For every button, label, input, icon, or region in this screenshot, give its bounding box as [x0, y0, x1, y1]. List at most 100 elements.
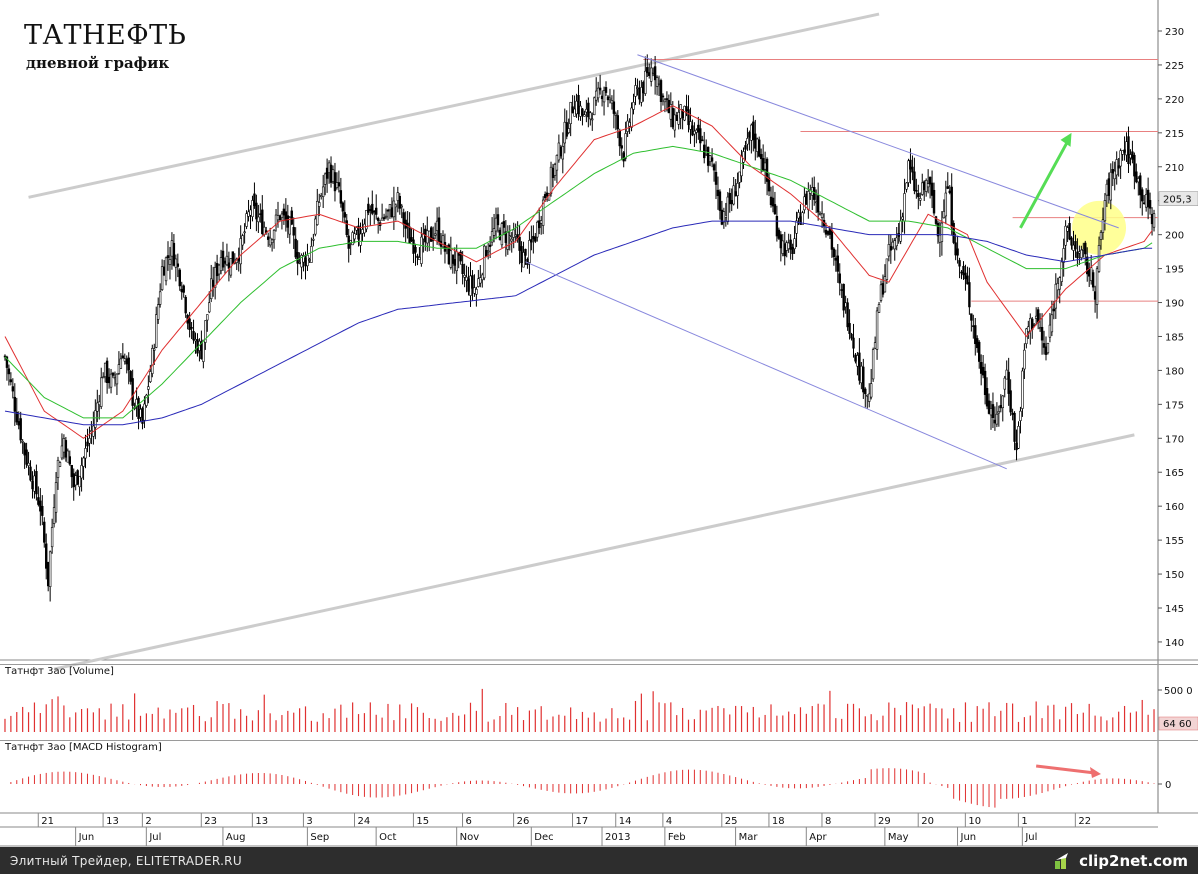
candle-body: [583, 114, 586, 117]
candle-body: [280, 213, 284, 218]
candle-body: [907, 160, 910, 183]
candle-body: [905, 182, 908, 190]
candle-body: [946, 186, 949, 189]
candle-body: [695, 129, 698, 133]
volume-last-box: [1158, 716, 1198, 731]
y-tick-label: 225: [1165, 61, 1184, 72]
candle-body: [400, 205, 403, 208]
candle-body: [779, 234, 783, 249]
candle-body: [901, 216, 904, 220]
macd-pane: Татнфт 3ао [MACD Histogram]: [0, 740, 1198, 814]
candle-body: [35, 471, 38, 495]
volume-pane: Татнфт 3ао [Volume]: [0, 664, 1198, 741]
candle-body: [754, 133, 757, 149]
candle-body: [744, 145, 747, 150]
candle-body: [1097, 245, 1101, 272]
x-day-label: 21: [41, 816, 54, 827]
candle-body: [5, 356, 9, 368]
candle-body: [437, 217, 441, 243]
candle-body: [536, 221, 539, 238]
x-month-label: 2013: [605, 832, 630, 843]
candle-body: [919, 198, 922, 201]
candle-body: [687, 109, 690, 126]
candle-body: [461, 263, 464, 275]
candle-body: [923, 181, 926, 191]
y-tick-label: 215: [1165, 129, 1184, 140]
candle-body: [665, 98, 669, 100]
candle-body: [21, 441, 24, 443]
candle-body: [518, 236, 521, 251]
candle-body: [119, 358, 123, 369]
candle-body: [1060, 261, 1063, 282]
candle-body: [96, 402, 99, 412]
candle-body: [341, 202, 345, 212]
candle-body: [938, 234, 942, 243]
candle-body: [384, 215, 388, 218]
candle-body: [826, 231, 830, 235]
candle-body: [255, 202, 258, 220]
candle-body: [1080, 249, 1083, 258]
candle-body: [987, 400, 991, 414]
x-day-label: 24: [357, 816, 370, 827]
x-day-label: 13: [106, 816, 119, 827]
candle-body: [485, 250, 488, 257]
candle-body: [683, 105, 686, 121]
candle-body: [335, 182, 339, 188]
candle-body: [714, 171, 718, 185]
candle-body: [995, 413, 999, 425]
candle-body: [449, 250, 453, 268]
logo-text: clip2net.com: [1079, 852, 1188, 870]
candle-body: [569, 101, 572, 124]
y-tick-label: 150: [1165, 570, 1184, 581]
candle-body: [954, 242, 957, 256]
candle-body: [856, 355, 859, 367]
candle-body: [543, 194, 547, 199]
candle-body: [1103, 200, 1107, 222]
candle-body: [479, 277, 482, 284]
candle-body: [528, 240, 531, 263]
candle-body: [608, 97, 612, 101]
candle-body: [842, 283, 845, 311]
candle-body: [227, 262, 231, 269]
candle-body: [1150, 213, 1154, 225]
candle-body: [972, 325, 975, 327]
candle-body: [736, 182, 739, 196]
candle-body: [575, 100, 578, 115]
candle-body: [86, 441, 89, 447]
candle-body: [675, 115, 678, 121]
candle-body: [90, 430, 93, 432]
candle-body: [339, 190, 343, 204]
candle-body: [832, 248, 836, 258]
y-tick-label: 175: [1165, 400, 1184, 411]
candle-body: [1007, 371, 1010, 394]
candle-body: [316, 201, 319, 225]
candle-body: [1074, 241, 1077, 250]
candle-body: [976, 338, 979, 349]
candle-body: [382, 217, 386, 220]
candle-body: [50, 527, 54, 548]
candle-body: [563, 121, 566, 144]
candle-body: [471, 275, 474, 289]
candle-body: [253, 193, 256, 207]
green-trend-arrow: [1019, 139, 1070, 229]
candle-body: [622, 152, 625, 162]
candle-body: [671, 108, 674, 128]
candle-body: [834, 257, 838, 261]
candle-body: [561, 146, 565, 160]
candle-body: [667, 99, 671, 114]
candle-body: [420, 236, 423, 264]
candle-body: [321, 186, 325, 197]
candle-body: [103, 362, 107, 378]
candle-body: [333, 172, 337, 192]
candle-body: [983, 370, 987, 396]
candle-body: [100, 377, 103, 407]
candle-body: [968, 282, 971, 308]
candle-body: [585, 108, 588, 113]
candle-body: [773, 204, 777, 215]
candle-body: [895, 237, 898, 247]
candle-body: [259, 213, 262, 215]
candle-body: [573, 108, 576, 117]
candle-body: [852, 337, 855, 349]
candle-body: [486, 250, 490, 253]
candle-body: [306, 254, 309, 267]
